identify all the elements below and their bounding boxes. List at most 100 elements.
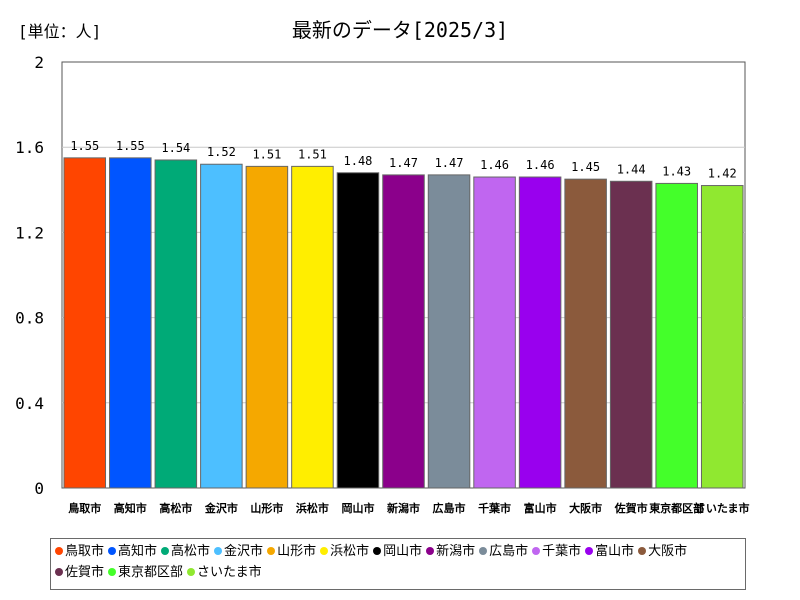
legend-marker [187,567,196,576]
legend-marker [55,567,63,576]
bar [109,157,152,489]
x-tick-label: 金沢市 [204,501,238,515]
legend-item: 高松市 [161,541,210,562]
x-tick-label: 大阪市 [569,501,602,515]
legend-item: 浜松市 [320,541,369,562]
legend-label: 千葉市 [542,544,582,559]
x-tick-label: 山形市 [250,501,283,515]
legend-marker [55,546,63,555]
x-tick-label: 鳥取市 [68,501,101,515]
bar [200,163,243,489]
data-label: 1.51 [252,147,281,161]
data-label: 1.46 [480,158,509,172]
legend-marker [267,546,276,555]
legend-marker [479,546,488,555]
data-label: 1.47 [435,156,464,170]
bar [473,176,516,489]
y-tick-label: 1.2 [15,223,44,242]
legend-item: 大阪市 [638,541,687,562]
legend-item: 新潟市 [426,541,475,562]
bar-chart: 0 0.4 0.8 1.2 1.6 2 1.55 鳥取市 1.55 高知市 1.54 高松市 1.52 金… [15,53,750,515]
chart-legend: 鳥取市 高知市 高松市 金沢市 山形市 浜松市 岡山市 新潟市 広島市 千葉市 富山市 大阪市佐賀市東… [50,538,746,590]
legend-label: 富山市 [595,544,635,559]
legend-item: 東京都区部 [108,562,183,583]
legend-item: 千葉市 [532,541,581,562]
data-label: 1.55 [70,139,99,153]
legend-marker [373,546,382,555]
legend-marker [320,546,329,555]
legend-label: 佐賀市 [65,565,105,580]
legend-label: 高知市 [118,544,158,559]
legend-label: 広島市 [489,544,529,559]
data-label: 1.44 [617,162,646,176]
legend-item: 金沢市 [214,541,263,562]
legend-item: 広島市 [479,541,528,562]
unit-label: [単位：人] [18,22,102,41]
data-label: 1.46 [526,158,555,172]
legend-marker [532,546,541,555]
y-tick-label: 0 [34,479,44,498]
legend-marker [638,546,647,555]
y-tick-label: 0.4 [15,394,44,413]
y-tick-label: 1.6 [15,138,44,157]
chart-title: 最新のデータ[2025/3] [291,18,509,42]
legend-label: 金沢市 [224,544,264,559]
bar [336,172,380,489]
data-label: 1.45 [571,160,600,174]
bar [245,165,289,489]
x-tick-label: 富山市 [524,501,557,515]
legend-item: 富山市 [585,541,634,562]
legend-item: 山形市 [267,541,316,562]
legend-label: 新潟市 [436,544,476,559]
bar [382,174,425,489]
bar [154,159,198,489]
x-tick-label: 高知市 [114,501,147,515]
data-label: 1.47 [389,156,418,170]
data-label: 1.48 [344,154,373,168]
x-tick-label: 東京都区部 [649,501,704,515]
x-tick-label: 千葉市 [478,501,511,515]
x-tick-label: 新潟市 [387,501,420,515]
data-label: 1.51 [298,147,327,161]
bar [63,157,107,489]
legend-item: さいたま市 [187,562,262,583]
x-tick-label: さいたま市 [695,501,750,515]
legend-label: 浜松市 [330,544,370,559]
bar [291,165,334,489]
legend-item: 岡山市 [373,541,422,562]
legend-label: 山形市 [277,544,317,559]
legend-item: 鳥取市 [55,541,104,562]
bar [655,182,698,489]
x-tick-label: 広島市 [433,501,466,515]
y-tick-label: 2 [34,53,44,72]
x-tick-label: 高松市 [159,501,192,515]
bar [700,185,744,489]
legend-marker [426,546,435,555]
legend-marker [214,546,223,555]
data-label: 1.43 [662,164,691,178]
y-tick-label: 0.8 [15,309,44,328]
x-tick-label: 岡山市 [341,501,374,515]
legend-marker [108,546,117,555]
legend-label: 岡山市 [383,544,423,559]
legend-marker [161,546,170,555]
legend-item: 高知市 [108,541,157,562]
legend-marker [108,567,117,576]
legend-label: 大阪市 [648,544,688,559]
data-label: 1.54 [161,141,190,155]
legend-marker [585,546,594,555]
data-label: 1.42 [708,167,737,181]
bar [564,178,607,489]
legend-item: 佐賀市 [55,562,104,583]
x-tick-label: 浜松市 [296,501,329,515]
bar [518,176,562,489]
x-tick-label: 佐賀市 [614,501,648,515]
legend-label: 高松市 [171,544,211,559]
data-label: 1.55 [116,139,145,153]
legend-label: さいたま市 [197,565,262,580]
legend-label: 東京都区部 [118,565,184,580]
bar [427,174,471,489]
data-label: 1.52 [207,145,236,159]
legend-label: 鳥取市 [65,544,105,559]
bar [609,180,653,489]
